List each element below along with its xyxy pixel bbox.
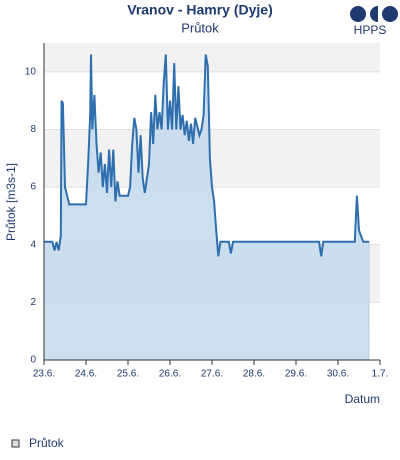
chart-title: Vranov - Hamry (Dyje) xyxy=(127,2,273,18)
x-tick-label: 30.6. xyxy=(327,369,349,380)
x-tick-label: 24.6. xyxy=(75,369,97,380)
x-tick-label: 25.6. xyxy=(117,369,139,380)
y-tick-label: 10 xyxy=(25,66,37,77)
y-tick-label: 2 xyxy=(30,297,36,308)
logo-text: HPPS xyxy=(354,23,387,37)
chart-subtitle: Průtok xyxy=(181,20,219,35)
y-tick-label: 4 xyxy=(30,239,36,250)
y-axis-label: Průtok [m3s-1] xyxy=(4,163,18,241)
x-tick-label: 29.6. xyxy=(285,369,307,380)
legend-label: Průtok xyxy=(29,436,65,450)
y-tick-label: 8 xyxy=(30,124,36,135)
x-tick-label: 26.6. xyxy=(159,369,181,380)
x-tick-label: 28.6. xyxy=(243,369,265,380)
y-tick-label: 0 xyxy=(30,355,36,366)
x-tick-label: 27.6. xyxy=(201,369,223,380)
legend-swatch xyxy=(11,439,20,448)
logo xyxy=(350,6,398,22)
x-tick-label: 1.7. xyxy=(372,369,389,380)
x-tick-label: 23.6. xyxy=(33,369,55,380)
series-line xyxy=(44,54,370,257)
y-tick-label: 6 xyxy=(30,182,36,193)
x-axis-label: Datum xyxy=(345,392,380,406)
grid-band xyxy=(44,43,380,72)
